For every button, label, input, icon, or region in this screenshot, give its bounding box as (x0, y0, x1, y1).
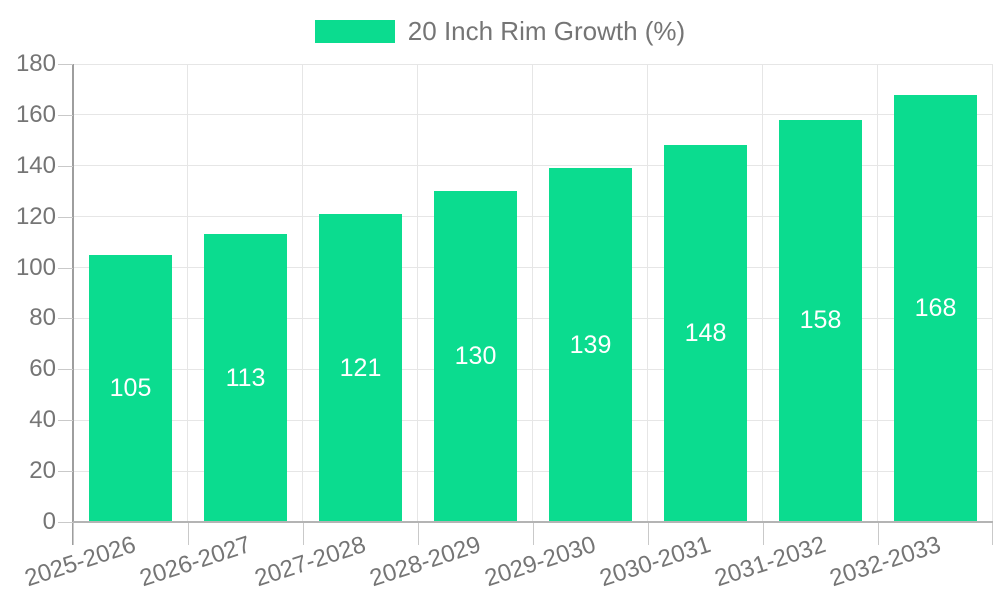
y-tick (58, 522, 73, 523)
h-gridline (73, 470, 993, 472)
x-axis-line (73, 521, 993, 523)
bar: 105 (89, 254, 172, 522)
bar: 158 (779, 119, 862, 522)
bar-value-label: 105 (109, 373, 152, 402)
h-gridline (73, 317, 993, 319)
v-gridline (417, 64, 418, 522)
bar-value-label: 113 (225, 363, 266, 392)
h-gridline (73, 63, 993, 65)
y-tick-label: 20 (29, 457, 56, 485)
y-tick-label: 180 (15, 50, 56, 77)
bar: 168 (894, 94, 977, 522)
y-tick (58, 165, 73, 167)
v-gridline (762, 64, 763, 522)
bar: 121 (319, 214, 402, 522)
y-tick-label: 40 (29, 406, 56, 434)
x-tick (763, 523, 764, 545)
v-gridline (302, 64, 303, 522)
v-gridline (647, 64, 648, 522)
y-tick (58, 318, 73, 320)
h-gridline (73, 368, 993, 370)
y-tick-label: 100 (15, 253, 56, 281)
x-tick (648, 523, 649, 545)
v-gridline (877, 64, 878, 522)
y-tick-label: 120 (15, 202, 56, 230)
x-tick (303, 523, 304, 545)
legend-label: 20 Inch Rim Growth (%) (407, 15, 686, 46)
y-tick-label: 0 (42, 508, 56, 535)
y-tick-label: 140 (15, 151, 56, 179)
v-gridline (992, 64, 993, 522)
y-axis-line (72, 64, 74, 545)
h-gridline (73, 267, 993, 269)
bar-value-label: 130 (454, 342, 497, 371)
y-tick (58, 216, 73, 218)
y-tick (58, 64, 73, 65)
v-gridline (532, 64, 533, 522)
bar-value-label: 139 (569, 330, 612, 359)
x-tick (73, 523, 74, 545)
y-tick-label: 160 (15, 100, 56, 128)
bar-value-label: 148 (684, 319, 727, 348)
bar-value-label: 158 (799, 306, 842, 335)
y-tick-label: 80 (29, 304, 56, 332)
bar-value-label: 121 (339, 353, 382, 382)
bar-value-label: 168 (914, 293, 957, 322)
y-tick (58, 471, 73, 473)
h-gridline (73, 114, 993, 116)
legend-swatch (314, 19, 395, 43)
h-gridline (73, 165, 993, 167)
h-gridline (73, 419, 993, 421)
h-gridline (73, 216, 993, 218)
y-tick (58, 369, 73, 371)
x-tick (418, 523, 419, 545)
v-gridline (187, 64, 188, 522)
bar: 139 (549, 168, 632, 522)
y-tick (58, 114, 73, 116)
bar: 130 (434, 191, 517, 522)
x-tick (992, 523, 993, 545)
y-tick (58, 420, 73, 422)
x-tick (533, 523, 534, 545)
y-tick (58, 267, 73, 269)
y-tick-label: 60 (29, 355, 56, 383)
x-tick (188, 523, 189, 545)
bar: 148 (664, 145, 747, 522)
bar: 113 (204, 234, 287, 522)
x-tick (878, 523, 879, 545)
legend: 20 Inch Rim Growth (%) (0, 15, 1000, 46)
plot-area: 105 113 121 130 139 148 158 168 (73, 63, 993, 522)
